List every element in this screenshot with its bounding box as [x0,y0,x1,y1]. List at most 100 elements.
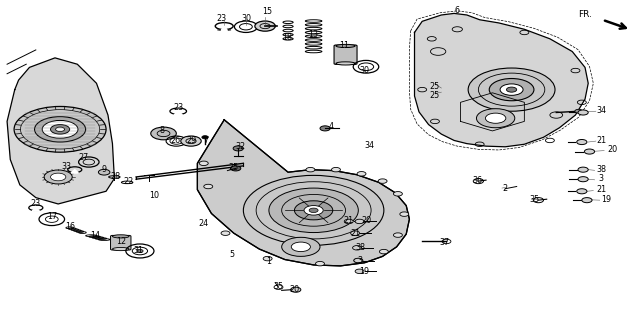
Circle shape [394,192,403,196]
Circle shape [400,212,409,216]
Polygon shape [197,120,410,266]
Circle shape [357,172,366,176]
Ellipse shape [336,44,355,48]
Circle shape [243,175,384,245]
Circle shape [354,258,363,263]
Circle shape [35,117,86,142]
Text: 5: 5 [229,250,234,259]
Circle shape [577,139,587,145]
Text: 25: 25 [430,82,440,91]
Circle shape [282,237,320,256]
Circle shape [353,246,362,250]
Circle shape [332,167,340,172]
Circle shape [202,136,208,139]
Text: FR.: FR. [578,11,592,19]
Text: 20: 20 [289,285,300,294]
Text: 24: 24 [198,219,209,227]
Text: 4: 4 [329,122,334,131]
Circle shape [304,205,323,215]
Text: 23: 23 [31,199,41,208]
Circle shape [221,231,230,235]
Circle shape [506,87,516,92]
Text: 15: 15 [262,7,273,16]
Text: 23: 23 [216,14,226,23]
Circle shape [394,233,403,237]
Polygon shape [415,13,588,147]
Text: 18: 18 [282,33,292,42]
Text: 3: 3 [598,174,604,183]
Circle shape [269,188,358,233]
Circle shape [51,124,70,134]
Circle shape [230,166,241,171]
Circle shape [577,189,587,194]
Circle shape [306,167,315,172]
FancyBboxPatch shape [111,235,131,250]
Circle shape [99,169,110,175]
Circle shape [291,287,301,292]
Text: 25: 25 [430,92,440,100]
Text: 7: 7 [204,136,209,145]
Circle shape [204,184,212,189]
Circle shape [355,219,364,224]
Text: 21: 21 [344,216,354,225]
Text: 12: 12 [116,237,126,246]
Text: 21: 21 [596,185,606,194]
Text: 36: 36 [473,176,483,185]
Text: 16: 16 [65,222,75,231]
Circle shape [151,127,176,140]
Text: 38: 38 [596,165,606,174]
Text: 9: 9 [102,165,107,174]
Polygon shape [7,58,115,204]
Circle shape [42,121,78,138]
Circle shape [578,167,588,172]
Circle shape [578,110,588,115]
Text: 31: 31 [133,246,143,255]
Text: 20: 20 [361,216,371,225]
Text: 29: 29 [186,136,196,145]
FancyBboxPatch shape [334,45,357,64]
Circle shape [137,249,143,253]
Text: 28: 28 [111,172,121,181]
Circle shape [476,109,515,128]
Text: 30: 30 [241,14,252,23]
Circle shape [584,149,595,154]
Text: 13: 13 [308,30,319,39]
Text: 20: 20 [607,145,618,154]
Circle shape [263,256,272,261]
Text: 34: 34 [365,141,375,150]
Text: 23: 23 [173,103,183,112]
Text: 32: 32 [235,142,245,151]
Circle shape [344,219,353,224]
Text: 22: 22 [124,177,134,186]
Text: 2: 2 [502,184,508,193]
Text: 30: 30 [360,66,370,75]
Circle shape [14,107,106,152]
Text: 38: 38 [355,243,365,252]
Text: 19: 19 [601,195,611,204]
Wedge shape [221,26,227,31]
Text: 25: 25 [228,163,239,172]
Ellipse shape [336,62,355,65]
Circle shape [578,177,588,182]
Text: 27: 27 [79,153,89,162]
Text: 8: 8 [159,126,164,135]
Circle shape [468,68,555,111]
Text: 35: 35 [529,195,540,204]
Circle shape [56,127,65,131]
Text: 21: 21 [596,136,606,145]
Text: 3: 3 [358,256,363,265]
Circle shape [316,262,324,266]
Circle shape [320,126,330,131]
Text: 35: 35 [273,282,284,291]
Circle shape [309,208,318,212]
Text: 26: 26 [170,136,180,145]
Circle shape [378,179,387,183]
Text: 1: 1 [266,257,271,266]
Text: 14: 14 [90,231,100,240]
Wedge shape [174,111,182,115]
Text: 10: 10 [149,190,159,200]
Circle shape [291,242,310,252]
Circle shape [233,146,243,151]
Circle shape [500,84,523,95]
Ellipse shape [113,235,129,238]
